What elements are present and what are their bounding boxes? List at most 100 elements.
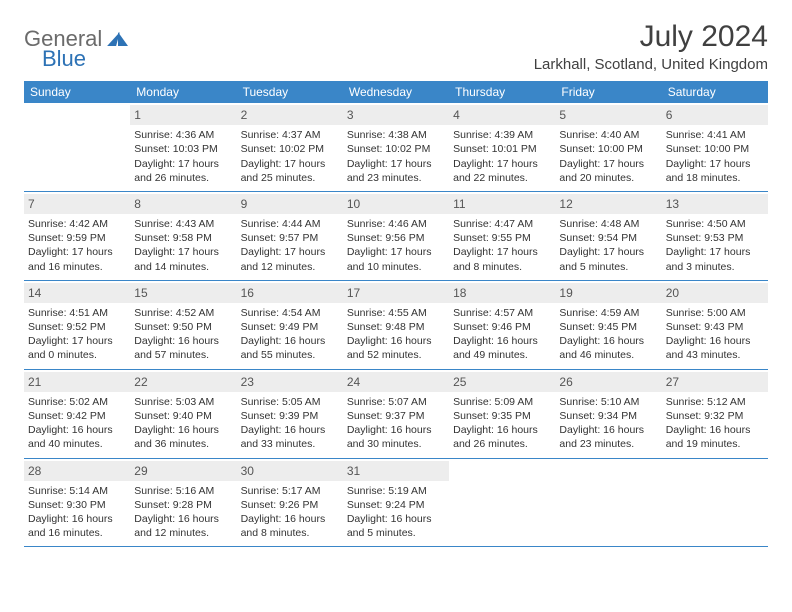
calendar-day-cell: 22Sunrise: 5:03 AMSunset: 9:40 PMDayligh… [130, 369, 236, 458]
day-info-line: and 8 minutes. [453, 260, 551, 274]
day-info-line: and 36 minutes. [134, 437, 232, 451]
day-number: 4 [449, 105, 555, 125]
day-number: 15 [130, 283, 236, 303]
day-info-line: Daylight: 17 hours [666, 245, 764, 259]
day-number: 12 [555, 194, 661, 214]
day-info-line: Sunrise: 4:52 AM [134, 306, 232, 320]
day-info-line: Sunset: 10:01 PM [453, 142, 551, 156]
day-number: 8 [130, 194, 236, 214]
day-number: 19 [555, 283, 661, 303]
day-info-line: Sunrise: 4:41 AM [666, 128, 764, 142]
day-number: 13 [662, 194, 768, 214]
day-info-line: and 12 minutes. [134, 526, 232, 540]
calendar-day-cell: 7Sunrise: 4:42 AMSunset: 9:59 PMDaylight… [24, 191, 130, 280]
calendar-week-row: 1Sunrise: 4:36 AMSunset: 10:03 PMDayligh… [24, 103, 768, 191]
calendar-day-cell: 23Sunrise: 5:05 AMSunset: 9:39 PMDayligh… [237, 369, 343, 458]
day-number: 30 [237, 461, 343, 481]
day-number: 16 [237, 283, 343, 303]
day-number: 14 [24, 283, 130, 303]
calendar-week-row: 28Sunrise: 5:14 AMSunset: 9:30 PMDayligh… [24, 458, 768, 547]
day-info-line: Daylight: 17 hours [559, 157, 657, 171]
day-info-line: Sunset: 9:54 PM [559, 231, 657, 245]
day-info-line: Daylight: 16 hours [559, 334, 657, 348]
day-info-line: and 14 minutes. [134, 260, 232, 274]
day-info-line: Sunrise: 4:38 AM [347, 128, 445, 142]
day-number: 22 [130, 372, 236, 392]
day-info-line: Sunset: 9:35 PM [453, 409, 551, 423]
day-info-line: Sunset: 9:52 PM [28, 320, 126, 334]
calendar-day-cell [662, 458, 768, 547]
day-info-line: Daylight: 17 hours [134, 245, 232, 259]
day-info-line: Sunrise: 5:09 AM [453, 395, 551, 409]
day-info-line: Sunrise: 4:39 AM [453, 128, 551, 142]
day-number: 1 [130, 105, 236, 125]
day-info-line: and 12 minutes. [241, 260, 339, 274]
day-info-line: Sunset: 10:02 PM [241, 142, 339, 156]
day-info-line: Sunset: 9:50 PM [134, 320, 232, 334]
day-info-line: Daylight: 17 hours [347, 245, 445, 259]
day-info-line: Daylight: 17 hours [241, 245, 339, 259]
day-info-line: Sunrise: 5:05 AM [241, 395, 339, 409]
day-info-line: Sunset: 9:28 PM [134, 498, 232, 512]
calendar-day-cell: 13Sunrise: 4:50 AMSunset: 9:53 PMDayligh… [662, 191, 768, 280]
day-info-line: Sunset: 9:30 PM [28, 498, 126, 512]
day-info-line: Daylight: 16 hours [666, 423, 764, 437]
day-info-line: Sunrise: 4:46 AM [347, 217, 445, 231]
day-info-line: Sunrise: 4:57 AM [453, 306, 551, 320]
day-info-line: Sunrise: 5:00 AM [666, 306, 764, 320]
day-info-line: Sunrise: 5:10 AM [559, 395, 657, 409]
calendar-day-cell: 15 Sunrise: 4:52 AMSunset: 9:50 PMDayligh… [130, 280, 236, 369]
day-info-line: Daylight: 17 hours [666, 157, 764, 171]
calendar-day-cell: 8Sunrise: 4:43 AMSunset: 9:58 PMDaylight… [130, 191, 236, 280]
day-info-line: Sunset: 9:46 PM [453, 320, 551, 334]
day-info-line: Sunset: 9:43 PM [666, 320, 764, 334]
day-info-line: and 25 minutes. [241, 171, 339, 185]
day-info-line: Daylight: 17 hours [28, 334, 126, 348]
calendar-day-cell: 26Sunrise: 5:10 AMSunset: 9:34 PMDayligh… [555, 369, 661, 458]
day-info-line: Sunset: 10:03 PM [134, 142, 232, 156]
day-number: 26 [555, 372, 661, 392]
day-info-line: and 23 minutes. [559, 437, 657, 451]
day-info-line: Daylight: 16 hours [347, 512, 445, 526]
day-info-line: Daylight: 16 hours [134, 334, 232, 348]
day-info-line: Sunset: 10:00 PM [559, 142, 657, 156]
day-number: 24 [343, 372, 449, 392]
day-info-line: Sunset: 10:02 PM [347, 142, 445, 156]
day-number: 17 [343, 283, 449, 303]
day-info-line: and 10 minutes. [347, 260, 445, 274]
day-number: 5 [555, 105, 661, 125]
calendar-day-cell [555, 458, 661, 547]
day-info-line: Daylight: 16 hours [28, 423, 126, 437]
day-info-line: and 33 minutes. [241, 437, 339, 451]
day-info-line: Daylight: 17 hours [134, 157, 232, 171]
day-info-line: Sunset: 9:55 PM [453, 231, 551, 245]
day-info-line: Sunrise: 5:19 AM [347, 484, 445, 498]
day-info-line: Sunset: 9:32 PM [666, 409, 764, 423]
day-info-line: Sunrise: 5:07 AM [347, 395, 445, 409]
page-header: General Blue July 2024 Larkhall, Scotlan… [24, 20, 768, 73]
day-number: 2 [237, 105, 343, 125]
day-number: 21 [24, 372, 130, 392]
day-info-line: Sunset: 9:48 PM [347, 320, 445, 334]
day-info-line: Daylight: 17 hours [453, 157, 551, 171]
day-info-line: and 16 minutes. [28, 526, 126, 540]
day-header: Sunday [24, 81, 130, 103]
day-info-line: Sunset: 9:40 PM [134, 409, 232, 423]
day-info-line: Sunrise: 4:40 AM [559, 128, 657, 142]
brand-logo: General Blue [24, 26, 128, 72]
day-info-line: and 30 minutes. [347, 437, 445, 451]
calendar-day-cell: 29Sunrise: 5:16 AMSunset: 9:28 PMDayligh… [130, 458, 236, 547]
day-info-line: and 5 minutes. [559, 260, 657, 274]
day-info-line: Sunrise: 5:16 AM [134, 484, 232, 498]
calendar-day-cell: 16Sunrise: 4:54 AMSunset: 9:49 PMDayligh… [237, 280, 343, 369]
day-info-line: and 3 minutes. [666, 260, 764, 274]
day-header: Friday [555, 81, 661, 103]
day-info-line: and 22 minutes. [453, 171, 551, 185]
day-number: 28 [24, 461, 130, 481]
day-info-line: Sunset: 9:24 PM [347, 498, 445, 512]
day-info-line: Sunset: 9:53 PM [666, 231, 764, 245]
title-block: July 2024 Larkhall, Scotland, United Kin… [534, 20, 768, 73]
calendar-table: SundayMondayTuesdayWednesdayThursdayFrid… [24, 81, 768, 547]
day-info-line: and 46 minutes. [559, 348, 657, 362]
day-number: 6 [662, 105, 768, 125]
